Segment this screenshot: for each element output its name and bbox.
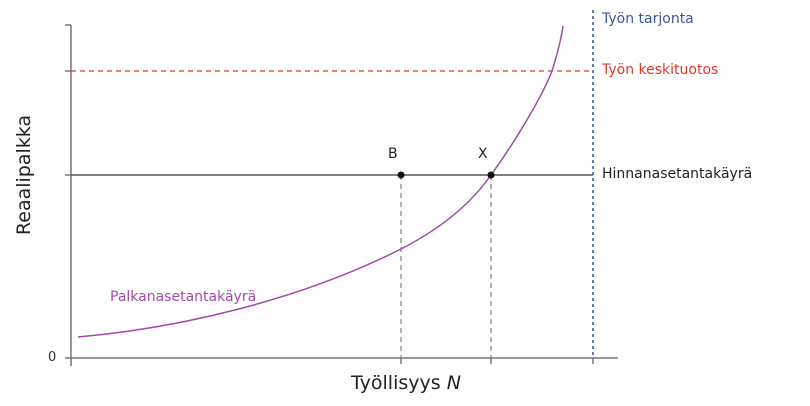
wage-setting-curve [77, 25, 564, 338]
point-x-label: X [478, 146, 488, 162]
y-zero-label: 0 [48, 350, 57, 365]
point-x-marker [487, 171, 495, 179]
wage-setting-label: Palkanasetantakäyrä [110, 289, 257, 305]
y-axis-label: Reaalipalkka [13, 114, 35, 236]
price-setting-label: Hinnanasetantakäyrä [602, 166, 753, 182]
point-b-marker [397, 171, 405, 179]
x-axis-label: Työllisyys N [351, 372, 461, 394]
point-b-label: B [388, 146, 398, 162]
x-axis-variable: N [446, 372, 461, 394]
x-axis-label-text: Työllisyys [351, 372, 447, 394]
avg-product-label: Työn keskituotos [602, 62, 719, 78]
labor-supply-label: Työn tarjonta [602, 11, 694, 27]
